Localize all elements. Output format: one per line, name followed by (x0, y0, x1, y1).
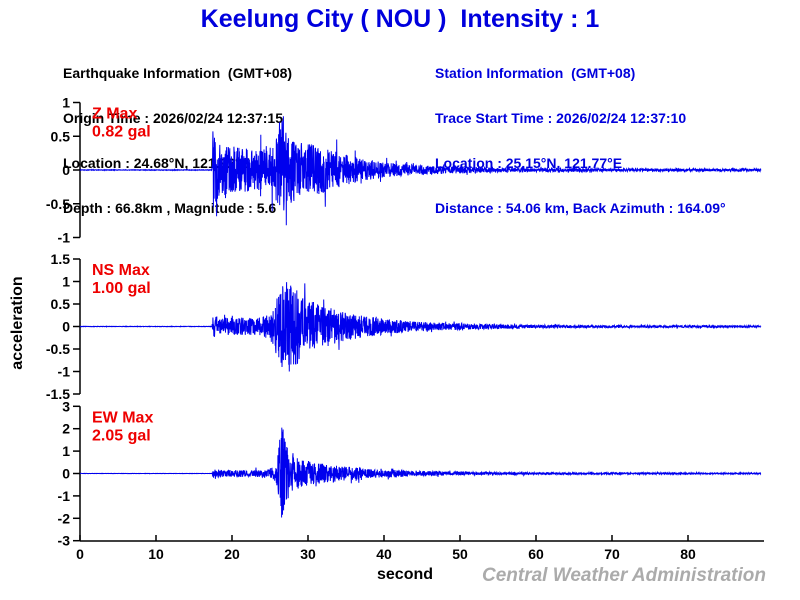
x-tick-label: 0 (76, 546, 84, 562)
y-tick-label-z: 1 (62, 95, 70, 111)
earthquake-info-heading: Earthquake Information (GMT+08) (63, 65, 293, 81)
watermark-text: Central Weather Administration (482, 565, 766, 586)
y-tick-label-ew: -2 (58, 510, 71, 526)
y-tick-label-ew: 3 (62, 398, 70, 414)
y-tick-label-z: 0.5 (51, 128, 71, 144)
y-tick-label-ns: 1.5 (51, 251, 71, 267)
x-tick-label: 50 (452, 546, 468, 562)
y-tick-label-ew: 2 (62, 421, 70, 437)
y-tick-label-z: -0.5 (46, 196, 70, 212)
waveform-ew (79, 427, 762, 518)
waveform-z (79, 116, 762, 226)
station-info-block: Station Information (GMT+08) Trace Start… (435, 36, 726, 246)
earthquake-origin-time: Origin Time : 2026/02/24 12:37:15 (63, 110, 283, 126)
x-tick-label: 80 (680, 546, 696, 562)
y-tick-label-ns: -1.5 (46, 386, 70, 402)
y-tick-label-z: -1 (58, 230, 71, 246)
y-tick-label-ew: -1 (58, 488, 71, 504)
x-tick-label: 10 (148, 546, 164, 562)
y-tick-label-ns: 1 (62, 274, 70, 290)
x-tick-label: 40 (376, 546, 392, 562)
y-tick-label-ew: 0 (62, 466, 70, 482)
y-tick-label-ew: -3 (58, 533, 71, 549)
page-title: Keelung City ( NOU ) Intensity : 1 (200, 5, 600, 33)
y-tick-label-ew: 1 (62, 443, 70, 459)
y-tick-label-z: 0 (62, 162, 70, 178)
y-tick-label-ns: -1 (58, 364, 71, 380)
y-tick-label-ns: -0.5 (46, 341, 70, 357)
y-tick-label-ns: 0 (62, 319, 70, 335)
x-tick-label: 60 (528, 546, 544, 562)
trace-max-label-ew: EW Max (92, 409, 153, 426)
x-tick-label: 70 (604, 546, 620, 562)
waveform-ns (79, 282, 762, 372)
x-tick-label: 30 (300, 546, 316, 562)
earthquake-depth-magnitude: Depth : 66.8km , Magnitude : 5.6 (63, 200, 277, 216)
x-axis-label: second (376, 566, 434, 583)
station-info-heading: Station Information (GMT+08) (435, 65, 636, 81)
trace-max-value-ns: 1.00 gal (92, 280, 151, 297)
y-tick-label-ns: 0.5 (51, 296, 71, 312)
trace-max-value-ew: 2.05 gal (92, 427, 151, 444)
station-distance-azimuth: Distance : 54.06 km, Back Azimuth : 164.… (435, 200, 726, 216)
station-location: Location : 25.15°N, 121.77°E (435, 155, 623, 171)
station-trace-start-time: Trace Start Time : 2026/02/24 12:37:10 (435, 110, 687, 126)
trace-max-label-z: Z Max (92, 106, 137, 123)
trace-max-value-z: 0.82 gal (92, 124, 151, 141)
trace-max-label-ns: NS Max (92, 262, 150, 279)
x-tick-label: 20 (224, 546, 240, 562)
